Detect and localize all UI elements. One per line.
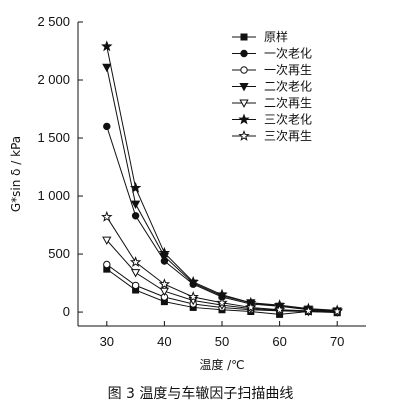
data-point: [129, 181, 142, 193]
data-point: [103, 122, 111, 131]
data-point: [129, 256, 142, 268]
y-axis-label: G*sin δ / kPa: [9, 136, 23, 212]
legend-marker: [239, 99, 249, 108]
x-tick-label: 30: [100, 334, 114, 349]
data-point: [216, 296, 228, 308]
legend-item: 原样: [232, 29, 288, 44]
figure-caption: 图 3 温度与车辙因子扫描曲线: [107, 386, 294, 402]
legend-marker: [240, 66, 248, 74]
data-point: [245, 301, 257, 313]
data-point: [131, 212, 140, 220]
data-point: [158, 246, 171, 258]
y-tick-label: 1 500: [37, 130, 70, 145]
legend-marker: [239, 83, 249, 92]
data-point: [331, 305, 343, 317]
data-point: [130, 200, 141, 209]
legend-label: 一次老化: [264, 47, 312, 61]
legend-label: 三次老化: [264, 113, 312, 127]
data-point: [273, 303, 286, 315]
legend-item: 一次再生: [232, 63, 312, 77]
data-point: [187, 275, 199, 287]
series-6: [101, 210, 343, 317]
data-point: [216, 288, 228, 300]
line-chart: 0 500 1 000 1 500 2 000 2 500 30 40 50 60 70 原样一次老…: [9, 14, 366, 372]
x-tick-label: 60: [272, 334, 286, 349]
legend-label: 一次再生: [264, 63, 312, 77]
legend-marker: [240, 33, 248, 41]
legend-label: 原样: [264, 29, 288, 44]
legend-item: 二次老化: [232, 80, 312, 94]
y-tick-label: 1 000: [37, 188, 70, 203]
axes: 0 500 1 000 1 500 2 000 2 500 30 40 50 60 70: [37, 14, 366, 349]
legend-label: 三次再生: [264, 129, 312, 143]
series-line: [106, 126, 338, 312]
data-point: [101, 210, 113, 222]
y-tick-label: 2 000: [37, 72, 70, 87]
legend-item: 三次老化: [232, 113, 312, 127]
data-point: [158, 278, 171, 290]
data-point: [131, 281, 140, 290]
x-tick-label: 70: [330, 334, 344, 349]
plot-area: [101, 40, 343, 318]
legend-item: 二次再生: [232, 96, 312, 110]
legend-marker: [238, 129, 250, 141]
data-point: [302, 304, 315, 316]
data-point: [102, 236, 112, 245]
legend-marker: [240, 49, 248, 58]
x-tick-label: 50: [215, 334, 229, 349]
x-tick-label: 40: [157, 334, 171, 349]
y-tick-label: 2 500: [37, 14, 70, 29]
x-axis-label: 温度 /℃: [199, 357, 244, 372]
legend-label: 二次再生: [264, 96, 312, 110]
legend-label: 二次老化: [264, 80, 312, 94]
data-point: [130, 269, 141, 278]
data-point: [102, 63, 112, 73]
legend-item: 一次老化: [232, 47, 312, 61]
data-point: [103, 260, 111, 269]
y-tick-label: 0: [63, 304, 70, 319]
data-point: [187, 290, 199, 302]
data-point: [101, 40, 113, 52]
y-tick-label: 500: [48, 246, 70, 261]
legend-marker: [238, 113, 250, 125]
data-point: [159, 287, 170, 297]
legend-item: 三次再生: [232, 129, 312, 143]
